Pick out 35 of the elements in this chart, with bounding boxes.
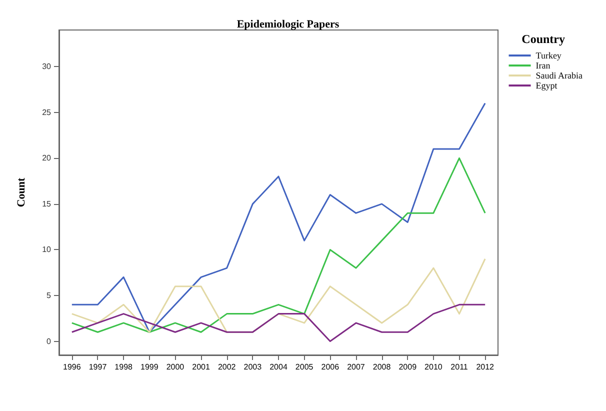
legend-label: Turkey — [536, 50, 562, 60]
legend-title: Country — [522, 32, 566, 46]
legend-label: Saudi Arabia — [536, 70, 583, 80]
x-tick-label: 1998 — [114, 362, 134, 372]
chart-title: Epidemiologic Papers — [236, 18, 340, 30]
line-series — [71, 157, 486, 333]
y-tick-label: 20 — [42, 154, 52, 163]
x-tick-label: 1999 — [140, 362, 159, 372]
x-tick-label: 2011 — [450, 362, 468, 372]
x-tick-label: 2006 — [321, 362, 340, 372]
y-tick-label: 30 — [42, 62, 52, 72]
x-tick-label: 1997 — [88, 362, 108, 372]
x-tick-label: 2007 — [347, 362, 366, 372]
y-tick-label: 15 — [42, 199, 52, 208]
x-tick-label: 2002 — [218, 362, 236, 372]
y-axis-title: Count — [16, 177, 28, 208]
x-tick-label: 2008 — [372, 362, 392, 372]
y-tick-label: 25 — [42, 108, 52, 117]
y-tick-label: 10 — [42, 245, 52, 254]
x-tick-label: 2009 — [398, 362, 418, 372]
line-series — [71, 102, 486, 333]
x-tick-label: 2012 — [476, 362, 495, 372]
x-tick-label: 2010 — [424, 362, 443, 372]
legend-label: Iran — [536, 60, 551, 70]
x-tick-label: 2001 — [192, 362, 210, 372]
x-tick-label: 1996 — [63, 362, 82, 372]
y-tick-label: 5 — [46, 290, 52, 300]
y-tick-label: 0 — [46, 336, 52, 346]
legend-label: Egypt — [536, 80, 558, 90]
line-series — [71, 304, 486, 342]
x-tick-label: 2003 — [244, 362, 262, 372]
x-tick-label: 2004 — [270, 362, 288, 372]
x-tick-label: 2005 — [295, 362, 314, 372]
x-tick-label: 2000 — [166, 362, 185, 372]
line-series — [71, 258, 486, 333]
